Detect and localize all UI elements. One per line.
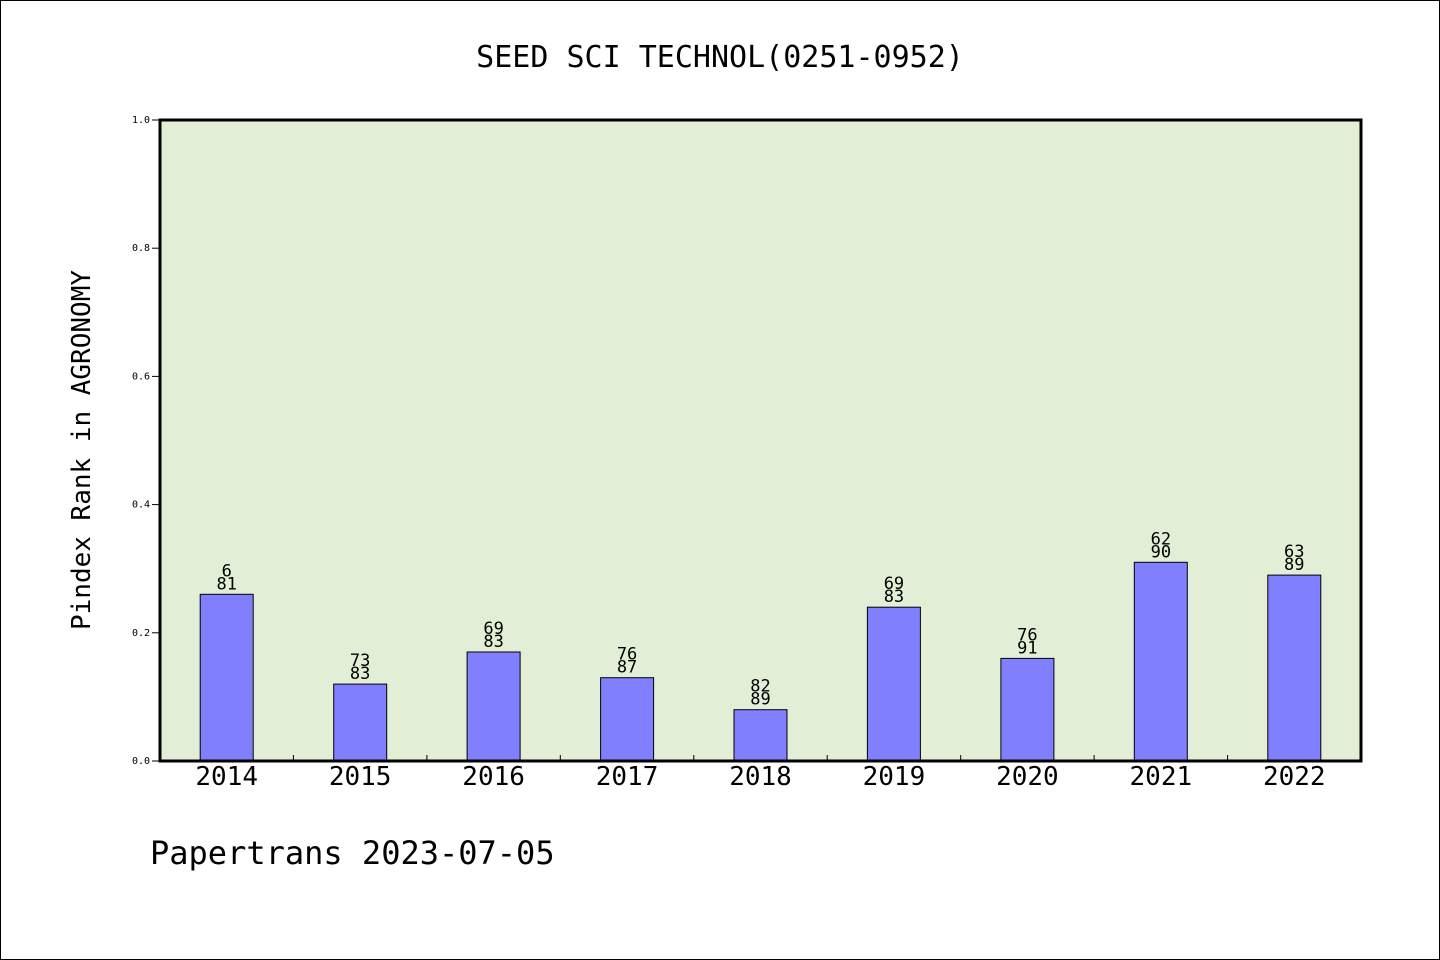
bar-rank-label-2019: 69: [884, 574, 904, 594]
bar-rank-label-2021: 62: [1151, 529, 1171, 549]
bar-total-label-2020: 91: [1017, 638, 1037, 658]
y-tick-label-0.2: 0.2: [132, 628, 150, 639]
x-axis: 2014 2015 2016 2017 2018 2019 2020 2021 2022: [195, 755, 1326, 792]
bars-group: [199, 561, 1322, 762]
y-tick-label-0.8: 0.8: [132, 243, 150, 254]
plot-border: [158, 118, 1363, 763]
y-tick-label-0.0: 0.0: [132, 756, 150, 767]
bar-2017: [600, 677, 655, 762]
bar-rank-label-2020: 76: [1017, 625, 1037, 645]
bar-rank-label-2016: 69: [483, 619, 503, 639]
bar-rank-label-2014: 6: [222, 561, 232, 581]
x-tick-label-2017: 2017: [596, 762, 659, 792]
y-axis: 0.0 0.2 0.4 0.6 0.8 1.0: [132, 115, 160, 767]
y-tick-label-0.6: 0.6: [132, 371, 150, 382]
x-tick-label-2021: 2021: [1130, 762, 1193, 792]
bar-2019: [866, 606, 921, 762]
bar-total-label-2017: 87: [617, 658, 637, 678]
bar-2020: [1000, 657, 1055, 762]
bar-rank-label-2018: 82: [750, 677, 770, 697]
bar-rank-label-2017: 76: [617, 645, 637, 665]
x-tick-label-2014: 2014: [195, 762, 258, 792]
bar-total-label-2022: 89: [1284, 555, 1304, 575]
footer-text: Papertrans 2023-07-05: [150, 834, 555, 872]
x-tick-label-2016: 2016: [462, 762, 525, 792]
x-tick-label-2019: 2019: [863, 762, 926, 792]
bar-rank-label-2015: 73: [350, 651, 370, 671]
bar-total-label-2019: 83: [884, 587, 904, 607]
chart-title: SEED SCI TECHNOL(0251-0952): [476, 40, 964, 75]
bar-total-label-2016: 83: [483, 632, 503, 652]
bar-2016: [466, 651, 521, 762]
x-tick-label-2018: 2018: [729, 762, 792, 792]
bar-total-label-2018: 89: [750, 690, 770, 710]
x-tick-label-2022: 2022: [1263, 762, 1326, 792]
bar-2021: [1133, 561, 1188, 762]
bar-2015: [333, 683, 388, 762]
x-tick-label-2015: 2015: [329, 762, 392, 792]
x-tick-label-2020: 2020: [996, 762, 1059, 792]
bar-2014: [199, 593, 254, 762]
bar-2018: [733, 709, 788, 762]
bar-2022: [1267, 574, 1322, 762]
bar-total-label-2015: 83: [350, 664, 370, 684]
y-tick-label-1.0: 1.0: [132, 115, 150, 126]
y-axis-label: Pindex Rank in AGRONOMY: [67, 270, 97, 630]
y-tick-label-0.4: 0.4: [132, 500, 150, 511]
bar-total-label-2021: 90: [1151, 542, 1171, 562]
bar-rank-label-2022: 63: [1284, 542, 1304, 562]
bar-total-label-2014: 81: [216, 574, 236, 594]
